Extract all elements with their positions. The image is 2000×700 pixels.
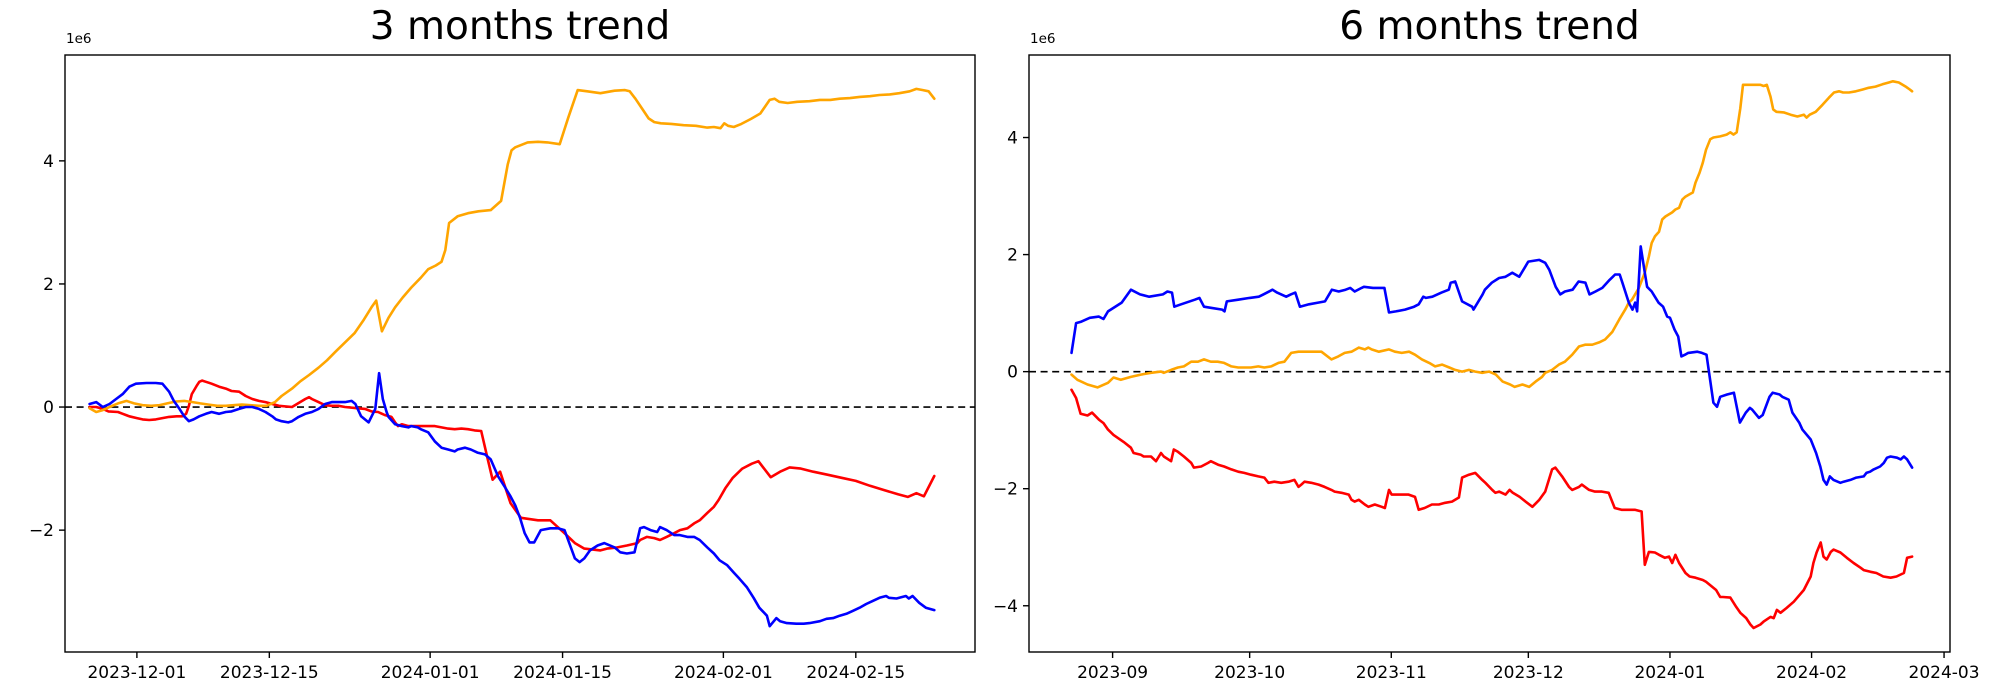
chart-title-3-months: 3 months trend xyxy=(369,4,671,49)
y-tick-label: 4 xyxy=(1007,129,1018,149)
red-series xyxy=(1070,388,1914,630)
x-tick-label: 2024-01-01 xyxy=(381,663,480,683)
x-tick-label: 2023-12 xyxy=(1493,663,1564,683)
blue-series xyxy=(88,371,936,628)
series-group xyxy=(1070,80,1914,630)
axes-border xyxy=(64,54,976,653)
x-tick-label: 2024-03 xyxy=(1909,663,1980,683)
y-tick-label: −4 xyxy=(993,597,1018,617)
x-axis: 2023-09 2023-10 2023-11 2023-12 2024-01 2024-… xyxy=(1077,652,1980,683)
y-tick-label: 0 xyxy=(43,398,54,418)
x-tick-label: 2023-11 xyxy=(1356,663,1427,683)
orange-series xyxy=(1070,80,1914,389)
x-tick-label: 2023-09 xyxy=(1077,663,1148,683)
x-tick-label: 2023-10 xyxy=(1214,663,1285,683)
y-tick-label: 2 xyxy=(1007,246,1018,266)
x-tick-label: 2024-01-15 xyxy=(513,663,612,683)
blue-series xyxy=(1070,245,1914,486)
series-group xyxy=(88,87,936,628)
red-series xyxy=(88,379,936,552)
axes-border xyxy=(1028,54,1951,653)
y-tick-label: 4 xyxy=(43,152,54,172)
x-tick-label: 2024-01 xyxy=(1634,663,1705,683)
x-tick-label: 2023-12-01 xyxy=(87,663,186,683)
y-axis: −2 0 2 4 xyxy=(29,152,65,541)
y-tick-label: 0 xyxy=(1007,363,1018,383)
y-axis-offset-label-left: 1e6 xyxy=(66,31,92,47)
y-tick-label: −2 xyxy=(993,480,1018,500)
y-tick-label: −2 xyxy=(29,521,54,541)
chart-title-6-months: 6 months trend xyxy=(1339,4,1640,49)
x-axis: 2023-12-01 2023-12-15 2024-01-01 2024-01-15… xyxy=(87,652,905,683)
y-tick-label: 2 xyxy=(43,275,54,295)
x-tick-label: 2024-02 xyxy=(1776,663,1847,683)
orange-series xyxy=(88,87,936,414)
y-axis: −4 −2 0 2 4 xyxy=(993,129,1029,617)
x-tick-label: 2023-12-15 xyxy=(220,663,319,683)
y-axis-offset-label-right: 1e6 xyxy=(1030,31,1056,47)
x-tick-label: 2024-02-15 xyxy=(806,663,905,683)
x-tick-label: 2024-02-01 xyxy=(674,663,773,683)
